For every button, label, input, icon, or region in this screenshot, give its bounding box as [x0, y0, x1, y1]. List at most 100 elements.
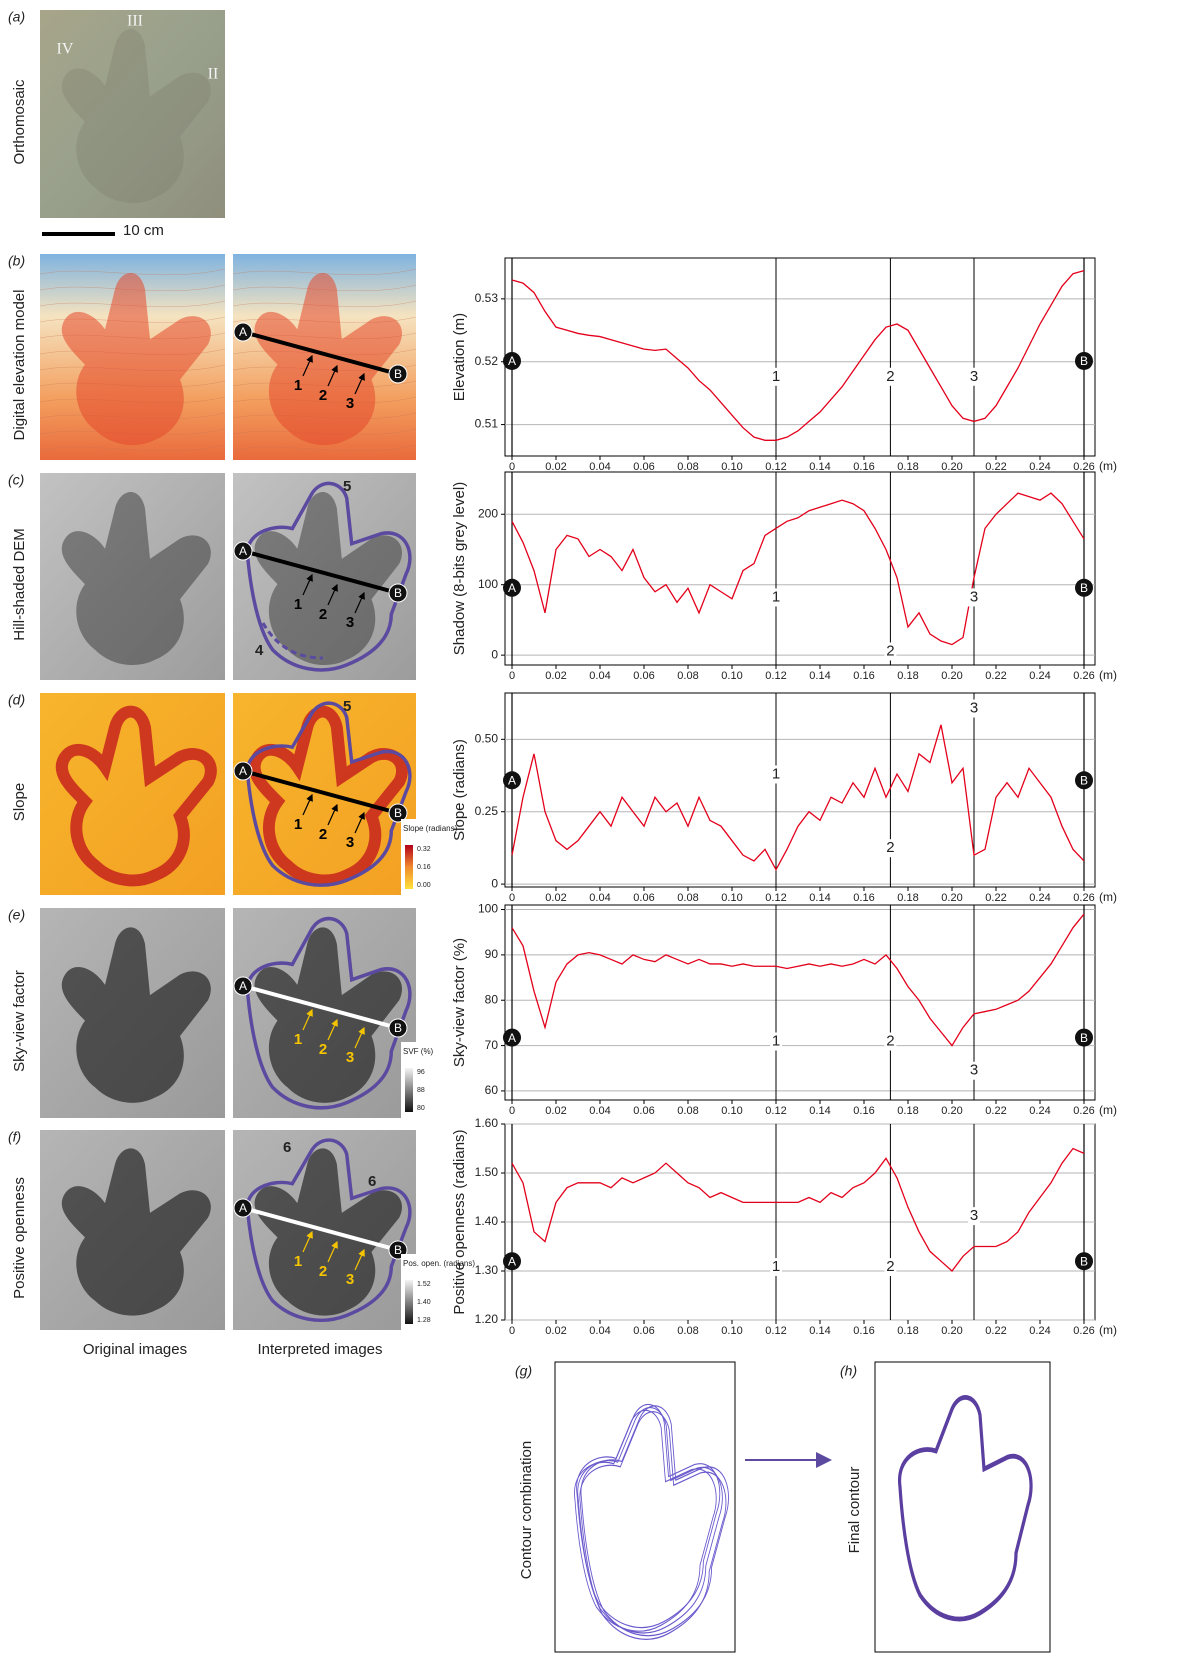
plot-frame	[504, 471, 1096, 666]
contour-line	[39, 444, 226, 452]
y-tick-label: 1.20	[475, 1312, 499, 1326]
image-panel	[39, 254, 226, 460]
y-axis-label: Positive openness (radians)	[451, 1129, 468, 1314]
pointer-arrow	[302, 573, 313, 596]
colorbar-tick: 1.28	[417, 1317, 431, 1324]
profile-point-label: 1	[772, 368, 780, 385]
y-tick-label: 80	[485, 992, 499, 1006]
pointer-arrow	[327, 1018, 338, 1041]
row-label: Digital elevation model	[11, 290, 28, 441]
x-tick-label: 0.04	[589, 461, 610, 473]
panel-letter: (b)	[8, 253, 25, 269]
label-bg	[884, 367, 897, 386]
x-tick-label: 0.08	[677, 670, 698, 682]
contour-label: 5	[343, 698, 351, 715]
x-tick-label: 0	[509, 461, 515, 473]
x-tick-label: 0.02	[545, 461, 566, 473]
pointer-arrow	[327, 583, 338, 606]
y-tick-label: 0.53	[475, 291, 499, 305]
label-bg	[770, 1258, 782, 1277]
profile-point-label: 3	[970, 588, 978, 605]
contour-line	[232, 268, 417, 276]
profile-point-label: 2	[886, 1032, 894, 1049]
x-tick-label: 0.04	[589, 1105, 610, 1117]
y-axis-label: Sky-view factor (%)	[451, 938, 468, 1067]
y-tick-label: 0.51	[475, 417, 499, 431]
x-tick-label: 0.14	[809, 1105, 830, 1117]
profile-end	[233, 322, 253, 342]
x-tick-label: 0.22	[985, 1105, 1006, 1117]
x-tick-label: 0.18	[897, 892, 918, 904]
x-tick-label: 0.18	[897, 461, 918, 473]
y-tick-label: 90	[485, 947, 499, 961]
label-bg	[884, 1032, 897, 1051]
label-bg	[968, 1061, 980, 1080]
row-label: Final contour	[846, 1467, 863, 1554]
x-tick-label: 0.22	[985, 1325, 1006, 1337]
pointer-arrow	[327, 803, 338, 826]
x-tick-label: 0.20	[941, 1105, 962, 1117]
panel-letter: (h)	[840, 1363, 857, 1379]
x-tick-label: 0.10	[721, 892, 742, 904]
profile-point-label: 3	[346, 614, 354, 631]
pointer-arrow	[354, 811, 365, 834]
image-panel: A B 12 3	[232, 254, 417, 460]
x-tick-label: 0.26	[1073, 670, 1094, 682]
profile-line	[242, 549, 399, 595]
colorbar-title: SVF (%)	[403, 1047, 434, 1056]
label-bg	[884, 1258, 897, 1277]
panel-letter: (g)	[515, 1363, 532, 1379]
colorbar-title: Slope (radians)	[403, 824, 458, 833]
profile-point-label: 2	[319, 1041, 327, 1058]
x-tick-label: 0	[509, 1325, 515, 1337]
colorbar-tick: 96	[417, 1069, 425, 1076]
x-tick-label: 0.22	[985, 461, 1006, 473]
profile-end-marker	[503, 578, 521, 597]
contour-label: 6	[283, 1139, 291, 1156]
x-tick-label: 0.18	[897, 1325, 918, 1337]
profile-end-marker	[1075, 351, 1093, 370]
x-tick-label: 0.06	[633, 1325, 654, 1337]
x-tick-label: 0.02	[545, 1105, 566, 1117]
colorbar-tick: 0.16	[417, 864, 431, 871]
profile-end-label: B	[1080, 581, 1088, 595]
footprint	[254, 927, 403, 1103]
x-tick-label: 0.02	[545, 670, 566, 682]
profile-point-label: 3	[970, 368, 978, 385]
x-tick-label: 0.26	[1073, 892, 1094, 904]
final-contour	[898, 1395, 1033, 1622]
pointer-arrow	[327, 364, 338, 387]
x-tick-label: 0.12	[765, 461, 786, 473]
image-panel: A B 12 3	[233, 908, 416, 1118]
y-axis-label: Slope (radians)	[451, 739, 468, 841]
colorbar	[405, 845, 413, 889]
x-tick-label: 0.16	[853, 1325, 874, 1337]
footprint	[254, 272, 403, 446]
pointer-arrow	[327, 1240, 338, 1263]
panel-letter: (d)	[8, 692, 25, 708]
x-tick-label: 0.20	[941, 670, 962, 682]
profile-end-label: B	[1080, 1254, 1088, 1268]
profile-end-label: B	[1080, 354, 1088, 368]
profile-point-label: 2	[886, 1258, 894, 1275]
y-tick-label: 100	[478, 577, 498, 591]
profile-point-label: 2	[319, 1263, 327, 1280]
y-tick-label: 0	[491, 876, 498, 890]
image-panel	[40, 908, 225, 1118]
contour-label: 6	[368, 1173, 376, 1190]
profile-end-label: A	[508, 581, 516, 595]
combined-contour	[579, 1411, 727, 1640]
digit-label: II	[208, 66, 219, 83]
footprint	[55, 705, 217, 887]
x-tick-label: 0.24	[1029, 670, 1050, 682]
row-label: Positive openness	[11, 1177, 28, 1299]
x-tick-label: 0.24	[1029, 1325, 1050, 1337]
label-bg	[770, 367, 782, 386]
profile-end-label: A	[508, 1254, 516, 1268]
profile-end-marker	[503, 1028, 521, 1047]
x-tick-label: 0.14	[809, 670, 830, 682]
profile-end-marker	[1075, 1028, 1093, 1047]
profile-point-label: 3	[970, 1207, 978, 1224]
profile-end-label: A	[508, 1031, 516, 1045]
image-background	[40, 10, 225, 218]
